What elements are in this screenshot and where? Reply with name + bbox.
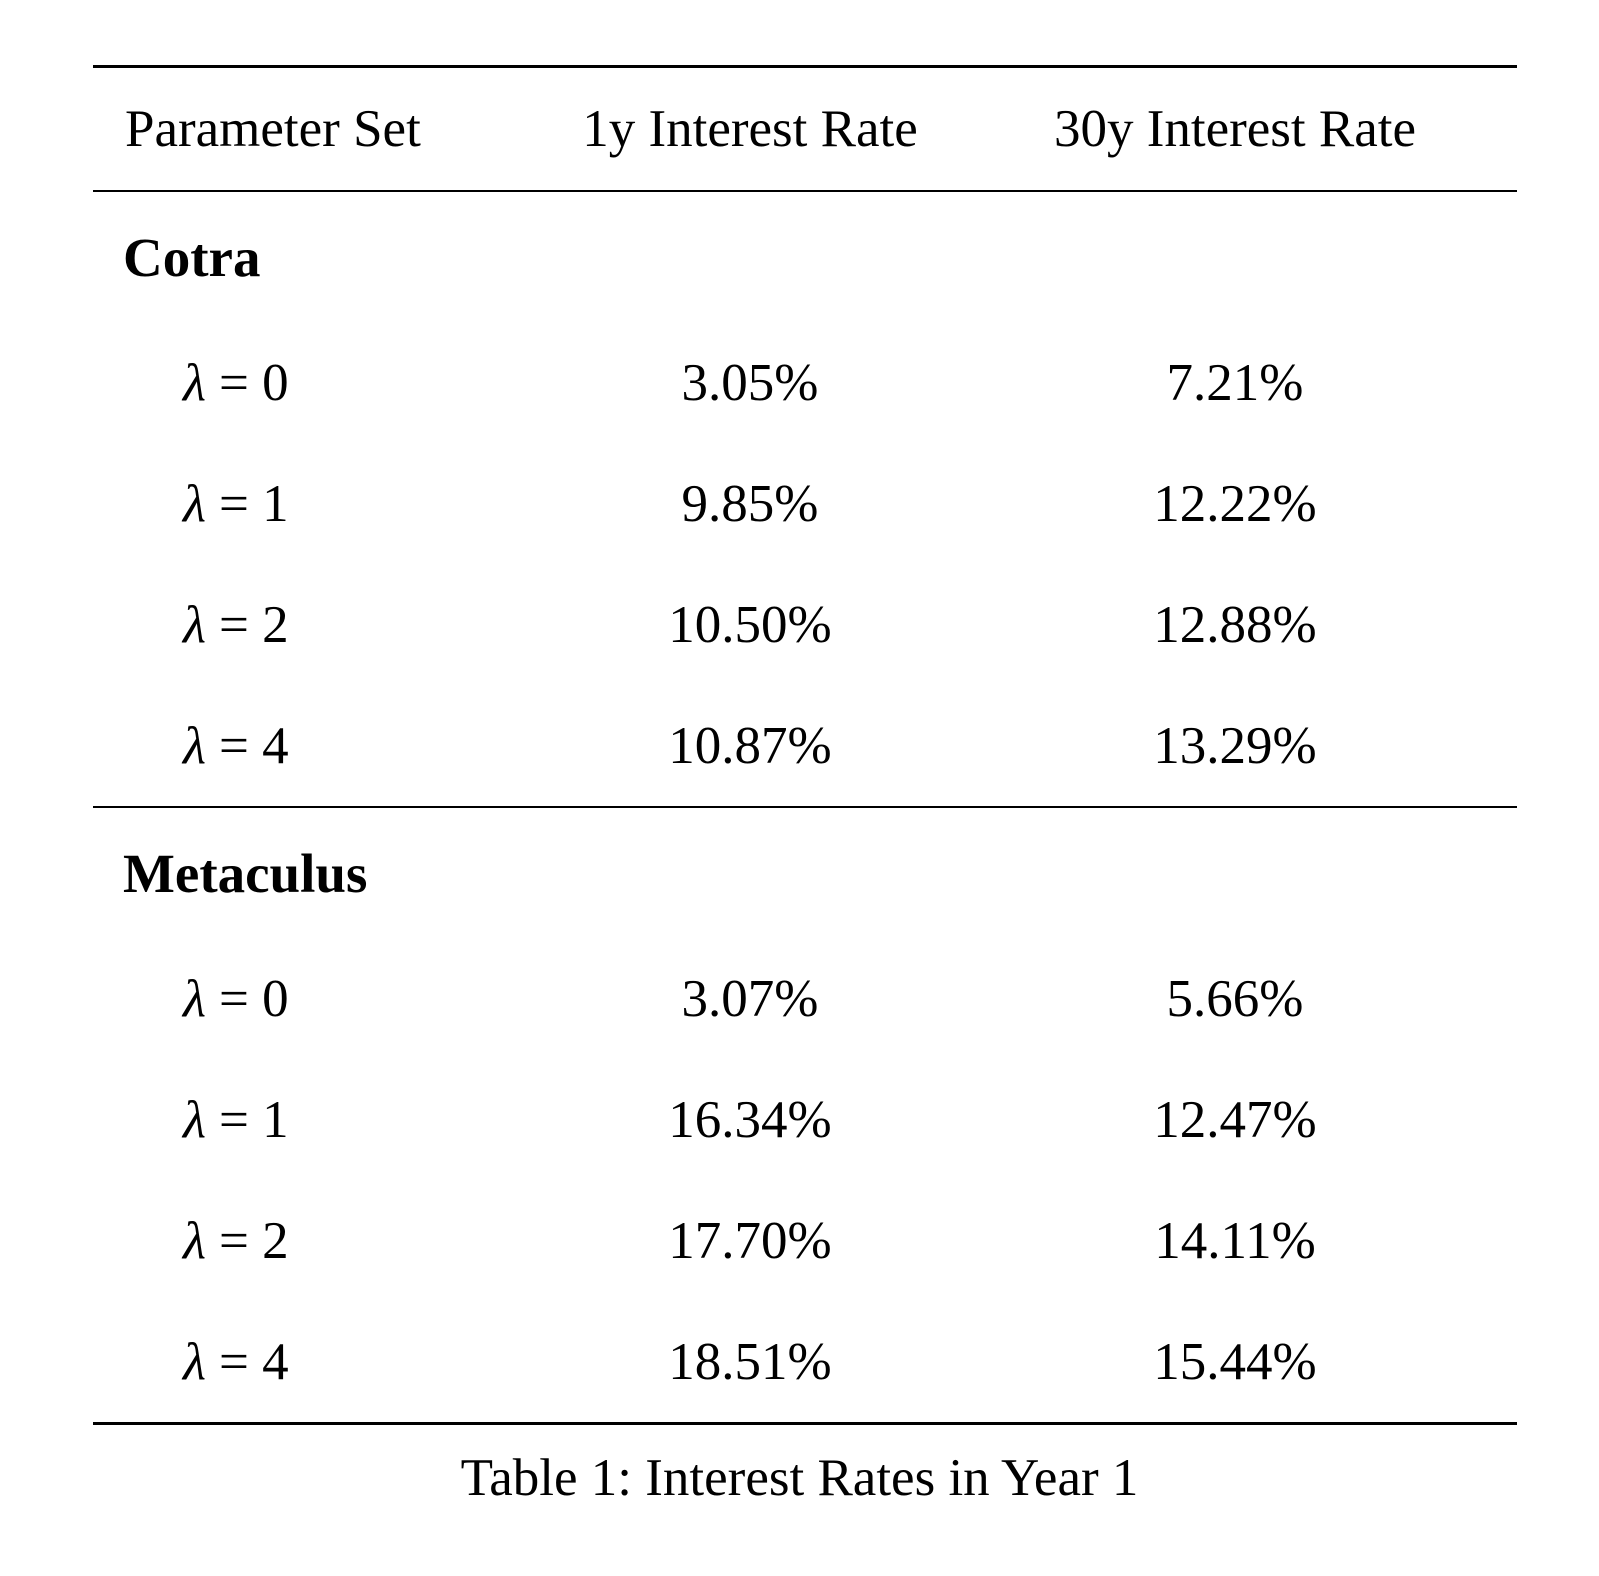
section-header-label: Metaculus <box>123 842 368 904</box>
lambda-symbol: λ <box>183 969 206 1028</box>
rate-1y-cell: 10.87% <box>668 716 832 775</box>
lambda-value: = 1 <box>218 1090 289 1149</box>
parameter-cell: λ = 0 <box>93 322 547 443</box>
lambda-value: = 1 <box>218 474 289 533</box>
parameter-cell: λ = 2 <box>93 564 547 685</box>
table-caption: Table 1: Interest Rates in Year 1 <box>460 1449 1139 1507</box>
table-row: λ = 4 18.51% 15.44% <box>93 1301 1517 1424</box>
parameter-cell: λ = 0 <box>93 938 547 1059</box>
lambda-value: = 2 <box>218 595 289 654</box>
section-row-metaculus: Metaculus <box>93 807 1517 938</box>
rate-1y-cell: 18.51% <box>668 1332 832 1391</box>
lambda-value: = 0 <box>218 353 289 412</box>
rate-1y-cell: 3.05% <box>681 353 819 412</box>
rate-30y-cell: 12.47% <box>1153 1090 1317 1149</box>
parameter-cell: λ = 1 <box>93 443 547 564</box>
parameter-cell: λ = 1 <box>93 1059 547 1180</box>
lambda-value: = 0 <box>218 969 289 1028</box>
rate-1y-cell: 16.34% <box>668 1090 832 1149</box>
lambda-symbol: λ <box>183 353 206 412</box>
table-row: λ = 0 3.05% 7.21% <box>93 322 1517 443</box>
table-row: λ = 2 17.70% 14.11% <box>93 1180 1517 1301</box>
rate-30y-cell: 13.29% <box>1153 716 1317 775</box>
rate-30y-cell: 12.88% <box>1153 595 1317 654</box>
rate-30y-cell: 14.11% <box>1154 1211 1316 1270</box>
rate-30y-cell: 12.22% <box>1153 474 1317 533</box>
lambda-symbol: λ <box>183 716 206 775</box>
table-body: Cotra λ = 0 3.05% 7.21% λ = 1 9.85% 12.22% λ = 2 10… <box>93 191 1517 1424</box>
rate-30y-cell: 5.66% <box>1166 969 1304 1028</box>
rate-1y-cell: 3.07% <box>681 969 819 1028</box>
lambda-value: = 4 <box>218 716 289 775</box>
column-header-30y-interest-rate: 30y Interest Rate <box>1053 100 1417 158</box>
interest-rates-table: Parameter Set 1y Interest Rate 30y Inter… <box>93 65 1517 1425</box>
lambda-value: = 2 <box>218 1211 289 1270</box>
rate-1y-cell: 9.85% <box>681 474 819 533</box>
rates-table: Parameter Set 1y Interest Rate 30y Inter… <box>93 65 1517 1425</box>
lambda-value: = 4 <box>218 1332 289 1391</box>
table-row: λ = 1 9.85% 12.22% <box>93 443 1517 564</box>
section-row-cotra: Cotra <box>93 191 1517 322</box>
column-header-1y-interest-rate: 1y Interest Rate <box>582 100 918 158</box>
parameter-cell: λ = 4 <box>93 685 547 807</box>
lambda-symbol: λ <box>183 474 206 533</box>
table-row: λ = 0 3.07% 5.66% <box>93 938 1517 1059</box>
table-row: λ = 1 16.34% 12.47% <box>93 1059 1517 1180</box>
lambda-symbol: λ <box>183 595 206 654</box>
table-row: λ = 4 10.87% 13.29% <box>93 685 1517 807</box>
parameter-cell: λ = 2 <box>93 1180 547 1301</box>
lambda-symbol: λ <box>183 1090 206 1149</box>
section-header-label: Cotra <box>123 226 261 288</box>
rate-30y-cell: 15.44% <box>1153 1332 1317 1391</box>
lambda-symbol: λ <box>183 1211 206 1270</box>
parameter-cell: λ = 4 <box>93 1301 547 1424</box>
table-header-row: Parameter Set 1y Interest Rate 30y Inter… <box>93 67 1517 191</box>
rate-30y-cell: 7.21% <box>1166 353 1304 412</box>
lambda-symbol: λ <box>183 1332 206 1391</box>
rate-1y-cell: 17.70% <box>668 1211 832 1270</box>
column-header-parameter-set: Parameter Set <box>125 100 421 158</box>
table-row: λ = 2 10.50% 12.88% <box>93 564 1517 685</box>
rate-1y-cell: 10.50% <box>668 595 832 654</box>
